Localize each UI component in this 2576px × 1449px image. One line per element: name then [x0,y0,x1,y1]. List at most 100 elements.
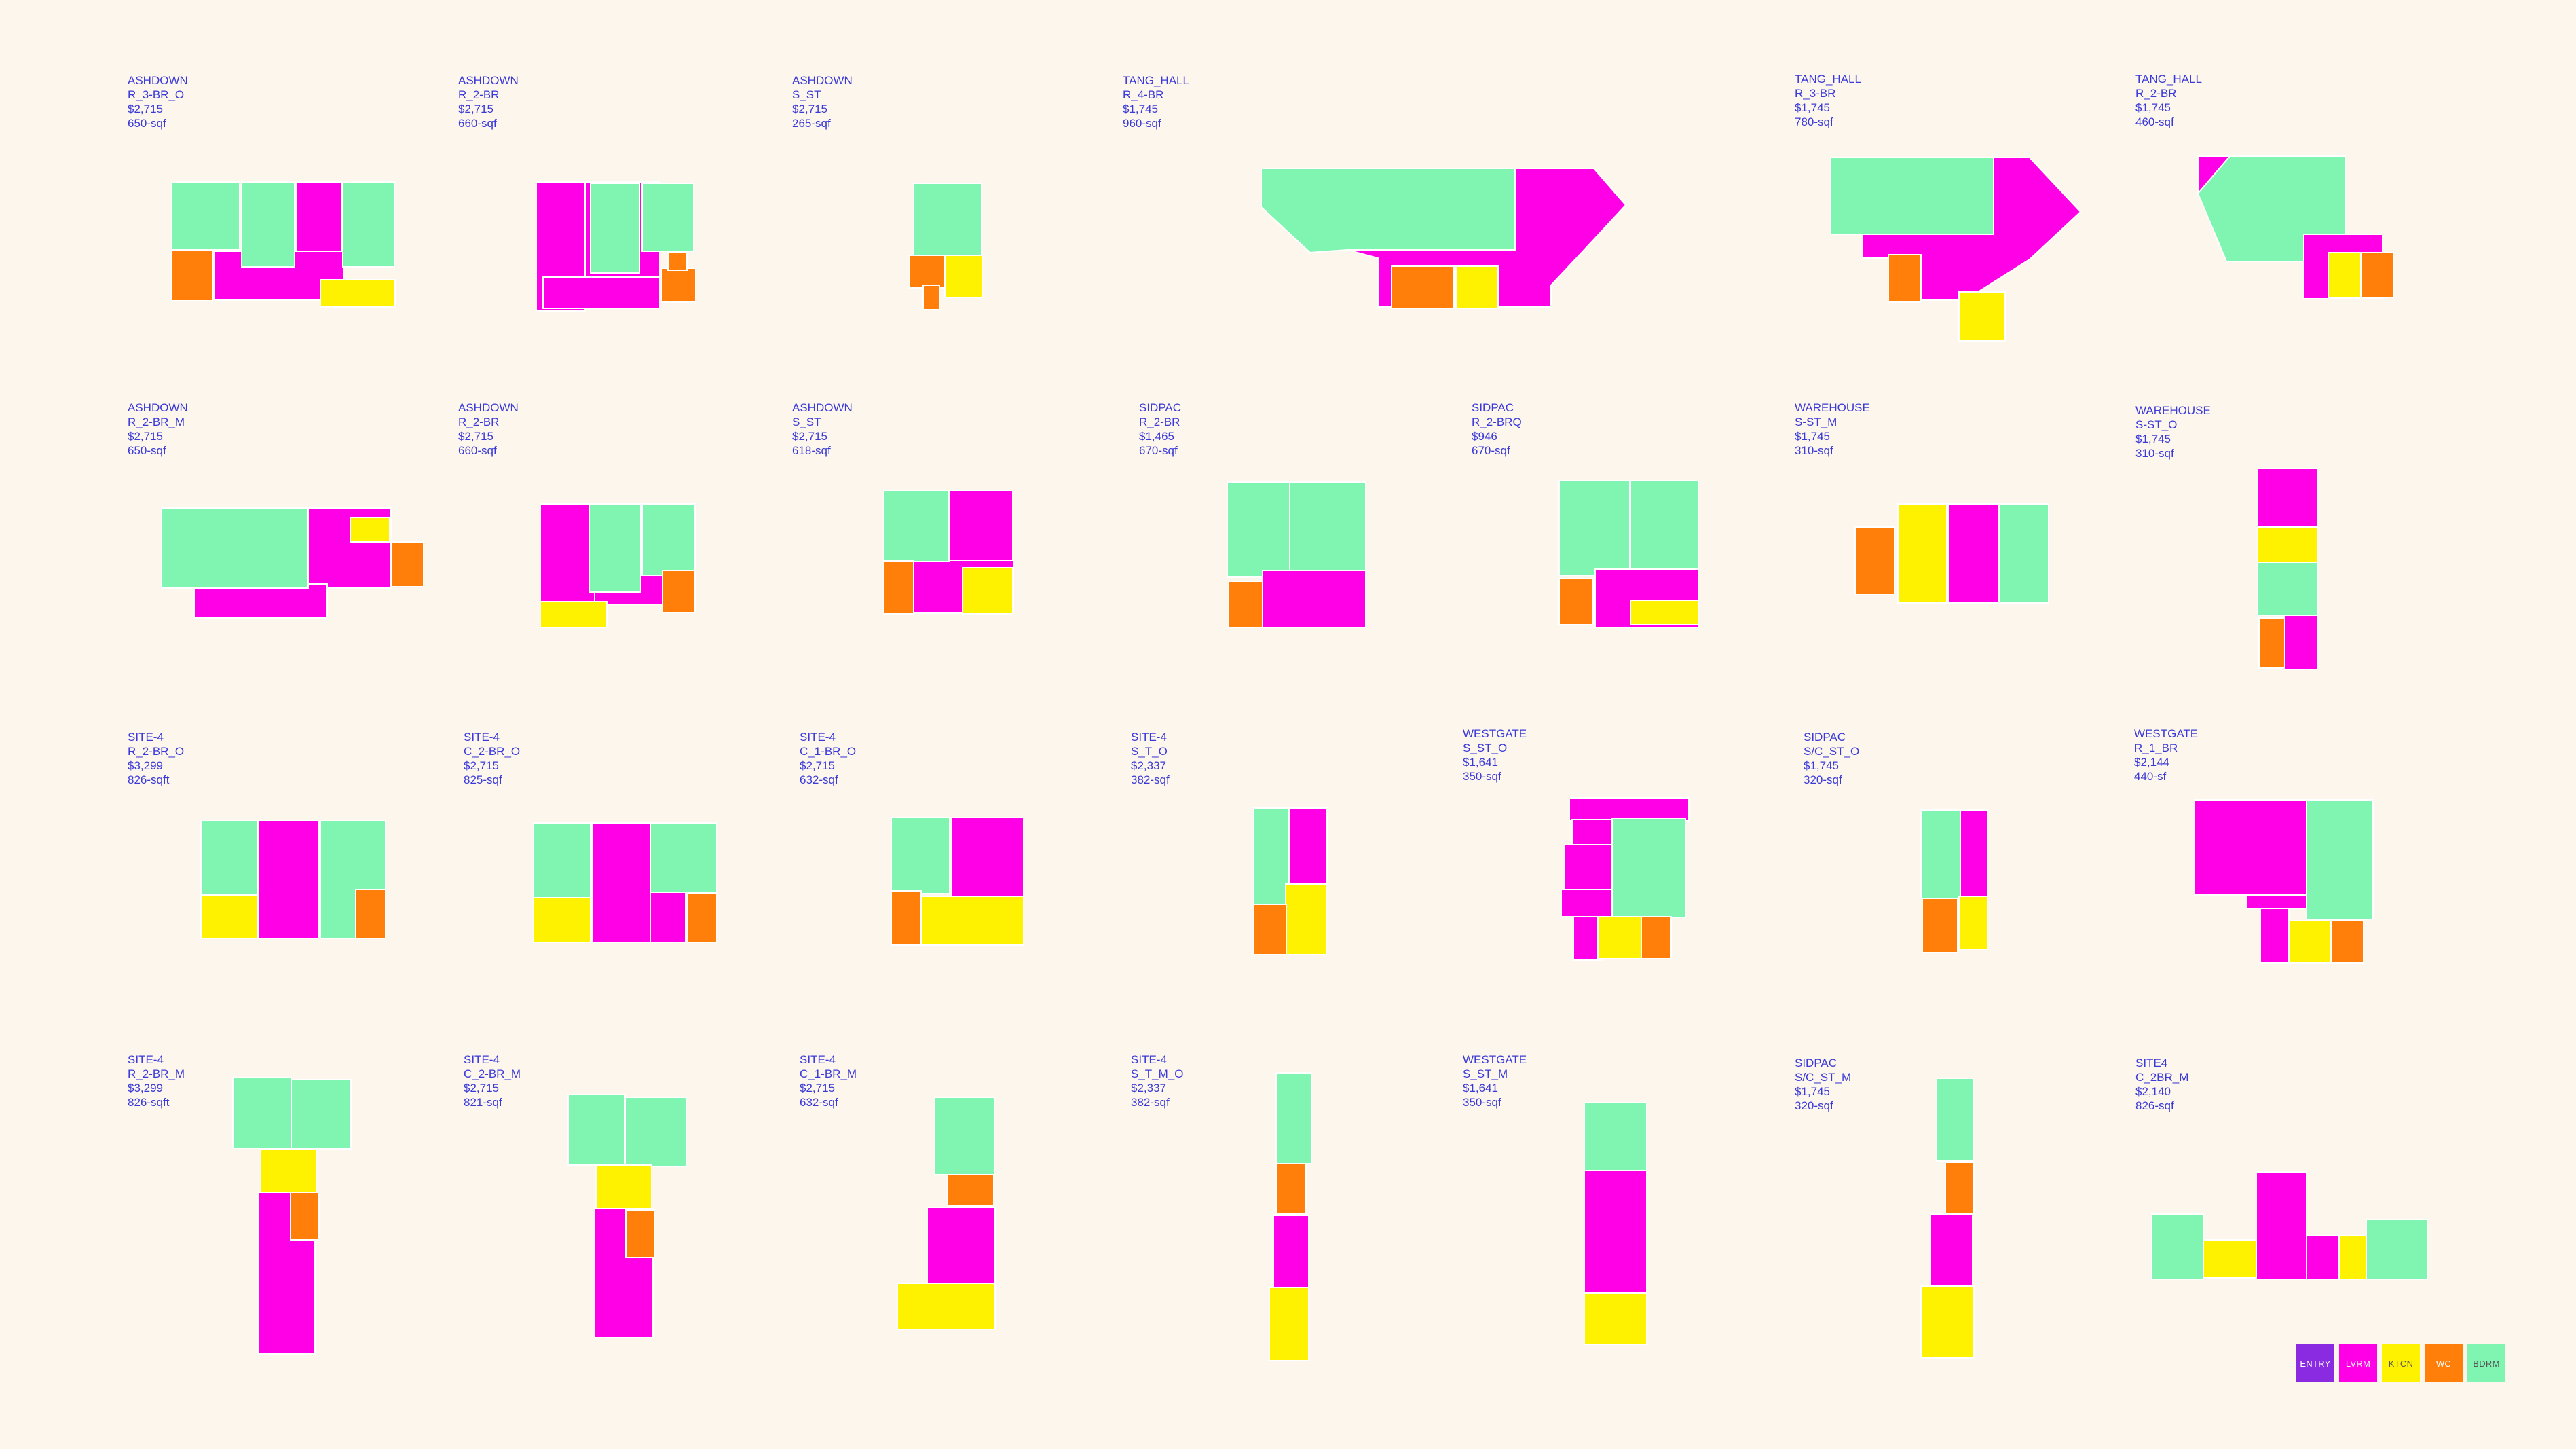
unit-building: WESTGATE [1463,727,1527,740]
room-lvrm [257,820,320,939]
room-ktcn [944,255,983,298]
room-bdrm [624,1097,687,1167]
room-lvrm [193,583,328,619]
unit-area: 960-sqf [1123,117,1161,130]
unit-label: SITE4 C_2BR_M $2,140 826-sqf [2135,1056,2188,1113]
room-lvrm [2260,908,2290,964]
room-bdrm [641,183,694,252]
unit-type: R_1_BR [2134,741,2178,754]
room-ktcn [2203,1239,2257,1279]
room-ktcn [2257,526,2318,563]
unit-type: S/C_ST_M [1795,1071,1852,1084]
room-wc [891,890,922,946]
unit-label: WESTGATE S_ST_M $1,641 350-sqf [1463,1052,1527,1109]
unit-building: SITE4 [2135,1057,2168,1069]
room-bdrm [1630,480,1699,570]
unit-building: WAREHOUSE [1795,401,1870,414]
unit-label: ASHDOWN R_3-BR_O $2,715 650-sqf [128,73,188,130]
unit-label: SITE-4 C_1-BR_O $2,715 632-sqf [800,730,856,787]
room-bdrm [1999,503,2049,604]
room-bdrm [1920,809,1961,899]
unit-price: $2,715 [800,759,835,772]
floorplan-23 [897,1097,996,1330]
room-bdrm [1584,1102,1647,1173]
room-ktcn [921,896,1024,946]
unit-building: ASHDOWN [458,401,519,414]
room-wc [1558,578,1594,625]
unit-area: 320-sqf [1795,1099,1833,1112]
unit-price: $2,715 [464,759,499,772]
unit-building: SIDPAC [1139,401,1182,414]
room-ktcn [260,1148,317,1193]
unit-type: R_3-BR [1795,87,1836,100]
unit-price: $2,715 [128,430,163,443]
legend-entry: ENTRY [2296,1344,2334,1382]
unit-label: SITE-4 C_1-BR_M $2,715 632-sqf [800,1052,857,1109]
room-lvrm [591,822,651,943]
unit-building: SITE-4 [128,1053,164,1066]
unit-price: $3,299 [128,1082,163,1095]
room-wc [355,889,386,939]
room-ktcn [1455,265,1499,309]
floorplan-6 [2197,155,2394,299]
unit-label: SIDPAC R_2-BRQ $946 670-sqf [1472,401,1522,458]
unit-area: 825-sqf [464,773,502,786]
room-bdrm [161,507,309,589]
legend-bedroom: BDRM [2467,1344,2505,1382]
room-bdrm [883,490,950,562]
floorplan-3 [909,183,983,310]
unit-label: TANG_HALL R_3-BR $1,745 780-sqf [1795,72,1861,129]
unit-type: S_ST [792,416,821,428]
room-ktcn [1958,291,2006,342]
unit-area: 660-sqf [458,444,497,457]
unit-area: 350-sqf [1463,1096,1501,1109]
unit-price: $2,715 [464,1082,499,1095]
room-lvrm [927,1207,996,1284]
room-ktcn [200,894,259,939]
unit-type: C_2BR_M [2135,1071,2189,1084]
room-bdrm [641,503,696,576]
unit-building: SITE-4 [800,1053,836,1066]
floorplan-16 [891,817,1024,946]
unit-label: ASHDOWN R_2-BR $2,715 660-sqf [458,73,519,130]
room-bdrm [291,1079,352,1150]
unit-building: WESTGATE [2134,727,2199,740]
room-wc [1854,526,1895,595]
floorplan-2 [536,181,696,312]
unit-type: R_2-BR [2135,87,2177,100]
unit-price: $2,337 [1131,1082,1166,1095]
room-lvrm [1569,797,1690,822]
room-ktcn [1897,503,1947,604]
unit-area: 826-sqf [2135,1099,2174,1112]
room-ktcn [962,567,1013,615]
unit-type: C_1-BR_M [800,1067,857,1080]
room-wc [1253,904,1287,955]
room-lvrm [1947,503,1999,604]
floorplan-8 [540,503,696,628]
room-ktcn [2328,252,2362,298]
unit-building: TANG_HALL [1795,73,1861,86]
unit-building: ASHDOWN [128,401,188,414]
unit-label: SITE-4 S_T_M_O $2,337 382-sqf [1131,1052,1183,1109]
room-bdrm [2197,155,2346,262]
room-wc [686,893,717,943]
unit-area: 320-sqf [1804,773,1842,786]
room-ktcn [2288,920,2332,964]
room-bdrm [2151,1213,2204,1280]
unit-type: R_2-BR [458,88,500,101]
unit-area: 660-sqf [458,117,497,130]
room-ktcn [1958,896,1988,950]
unit-area: 265-sqf [792,117,831,130]
room-wc [1391,265,1455,309]
room-wc [2258,617,2285,669]
unit-building: SITE-4 [464,1053,500,1066]
unit-building: ASHDOWN [792,401,853,414]
floorplan-5 [1830,157,2082,342]
room-lvrm [2194,799,2308,896]
room-ktcn [350,517,390,543]
room-lvrm [542,276,660,309]
unit-label: ASHDOWN R_2-BR_M $2,715 650-sqf [128,401,188,458]
unit-price: $3,299 [128,759,163,772]
room-bdrm [241,181,295,268]
